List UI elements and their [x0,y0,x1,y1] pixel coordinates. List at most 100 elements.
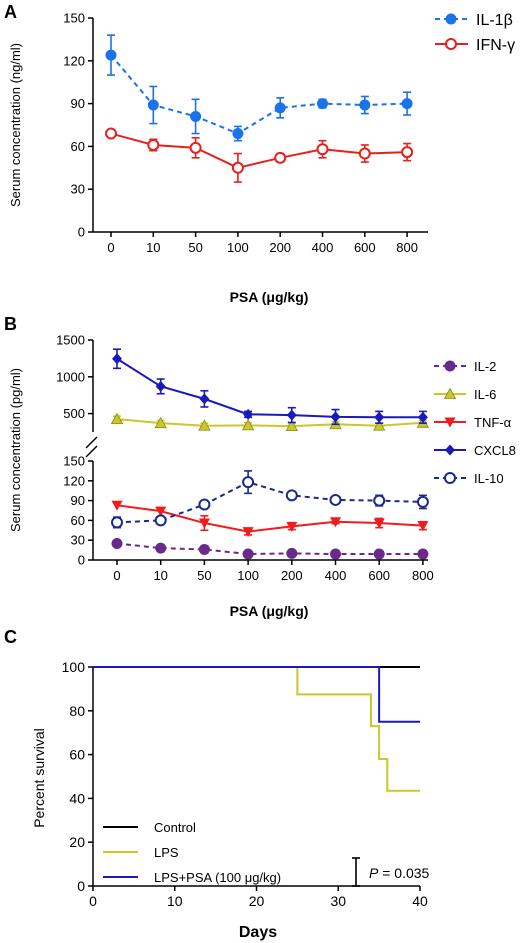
panel-b-letter: B [4,314,17,334]
panel-c: C Percent survival Days 0 20 40 60 80 100 0 10… [4,627,430,941]
panel-b-xtick-label: 400 [325,568,347,583]
panel-a-xtick-label: 400 [312,240,334,255]
panel-b-point [155,506,167,517]
panel-b-legend-marker [444,472,456,484]
panel-b-series-line [116,357,423,419]
panel-c-survival-curve-1 [93,666,420,792]
panel-b-series-line [116,481,423,524]
panel-b-legend-label: IL-2 [474,359,496,374]
panel-b-series-2 [111,500,429,538]
panel-a-series-0 [105,34,413,142]
panel-c-legend-label: LPS [154,845,179,860]
panel-b-legend-marker [444,360,456,372]
panel-b-point [241,419,255,431]
panel-a-point [231,161,244,174]
panel-a-legend-label: IFN-γ [476,37,515,54]
panel-b-point [417,411,428,423]
panel-b-xtick-label: 800 [412,568,434,583]
panel-a-ytick-label: 60 [71,139,85,154]
panel-c-survival-curve-2 [93,666,420,723]
panel-a-xtick-label: 50 [188,240,202,255]
panel-c-xlabel: Days [239,924,277,941]
panel-b-point [198,543,210,555]
panel-b-point [286,409,297,421]
panel-b-axis-break-mark [85,436,98,449]
panel-c-legend-label: Control [154,820,196,835]
panel-b-legend-marker [444,417,456,428]
panel-b-xtick-label: 600 [368,568,390,583]
panel-a: A Serum concentration (ng/ml) PSA (μg/kg… [4,2,515,305]
panel-b-point [111,516,123,529]
panel-a-series-1 [105,127,414,183]
panel-a-point [274,151,287,164]
panel-a-xtick-label: 800 [396,240,418,255]
panel-b-ytick-label: 0 [78,553,85,568]
panel-a-series-line [110,132,408,169]
panel-a-point [274,102,286,114]
panel-c-legend-label: LPS+PSA (100 μg/kg) [154,870,281,885]
panel-c-letter: C [4,627,17,647]
panel-a-point [190,110,202,122]
panel-b: B Serum concentration (pg/ml) PSA (μg/kg… [4,314,516,619]
panel-b-point [112,353,122,365]
panel-b-point [111,500,123,511]
panel-b-point [285,489,298,502]
panel-a-ylabel: Serum concentration (ng/ml) [8,43,23,207]
panel-c-ylabel: Percent survival [31,728,47,828]
panel-b-point [374,411,385,423]
panel-b-axis-break-mark [85,445,98,458]
panel-c-p-value: P = 0.035 [369,865,430,881]
panel-a-point [317,98,328,110]
panel-a-point [358,147,371,160]
panel-b-series-4 [111,470,429,529]
panel-a-point [147,138,160,151]
panel-a-xtick-label: 200 [269,240,291,255]
panel-a-point [401,146,414,159]
panel-b-series-line [116,418,423,428]
panel-a-series-line [110,54,408,135]
panel-b-ytick-label: 60 [71,513,85,528]
panel-b-point [243,408,254,420]
panel-a-point [105,49,117,61]
panel-a-legend-marker [445,13,457,25]
panel-a-xtick-label: 100 [227,240,249,255]
panel-b-point [330,517,341,528]
panel-b-ytick-label: 120 [63,473,85,488]
panel-a-ytick-label: 90 [71,96,85,111]
panel-b-legend-label: CXCL8 [474,443,516,458]
panel-a-point [147,99,159,111]
panel-b-point [416,495,429,508]
panel-b-legend-marker [445,444,455,456]
panel-b-point [417,548,429,560]
panel-a-point [401,98,413,110]
panel-a-point [105,127,117,140]
panel-b-ytick-label: 90 [71,493,85,508]
panel-b-ytick-label: 30 [71,533,85,548]
panel-a-xtick-label: 0 [107,240,114,255]
panel-b-xlabel: PSA (μg/kg) [230,603,309,619]
panel-b-point [417,521,429,532]
panel-b-point [373,494,386,507]
panel-c-p-symbol: P [369,865,379,881]
panel-c-p-number: = 0.035 [378,865,429,881]
panel-a-legend-label: IL-1β [476,12,513,29]
panel-b-point [110,412,124,425]
panel-c-significance-bracket [352,857,360,887]
panel-b-point [198,518,210,529]
panel-a-ytick-label: 0 [78,225,85,240]
panel-b-legend-marker [443,387,457,399]
panel-b-point [242,527,254,538]
panel-c-ytick-label: 20 [69,834,85,850]
panel-b-legend-label: IL-6 [474,387,496,402]
panel-a-letter: A [4,2,17,22]
panel-b-ytick-label: 150 [63,454,85,469]
panel-b-point [198,419,211,431]
panel-b-legend-label: TNF-α [474,415,512,430]
panel-a-point [359,99,371,111]
panel-b-point [155,542,167,554]
panel-b-xtick-label: 100 [237,568,259,583]
panel-a-ytick-label: 150 [63,11,85,26]
panel-b-point [373,518,385,529]
panel-a-point [232,128,244,140]
panel-b-point [199,393,210,405]
